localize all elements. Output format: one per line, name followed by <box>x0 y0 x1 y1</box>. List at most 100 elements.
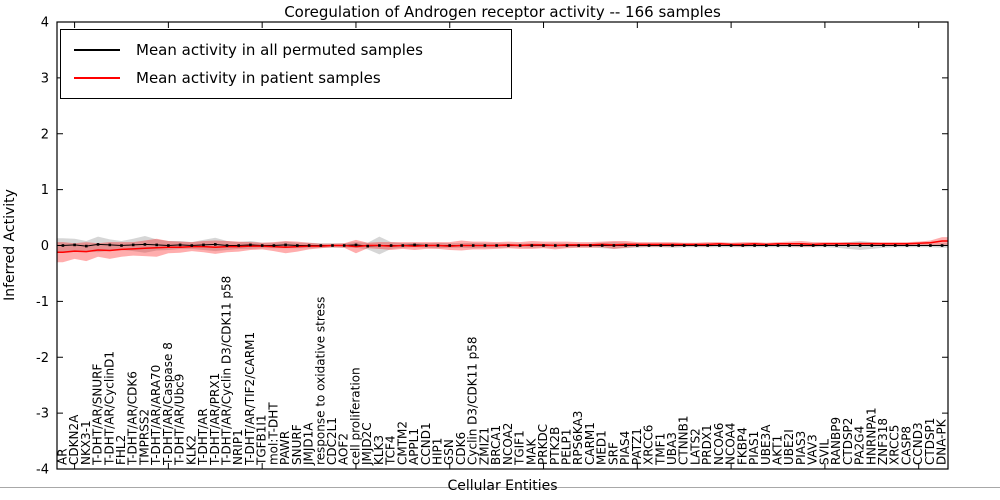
permuted-marker <box>624 244 627 247</box>
x-tick-label: NCOA4 <box>724 423 738 465</box>
x-tick-label: AR <box>55 448 69 465</box>
x-tick-label: PIAS1 <box>747 431 761 465</box>
permuted-marker <box>214 243 217 246</box>
x-tick-label: UBE2I <box>782 429 796 465</box>
permuted-marker <box>120 244 123 247</box>
x-tick-label: PIAS3 <box>794 431 808 465</box>
permuted-marker <box>319 244 323 247</box>
permuted-line-swatch <box>74 48 120 51</box>
x-tick-label: PELP1 <box>559 429 573 465</box>
permuted-marker <box>530 244 534 247</box>
x-tick-label: PATZ1 <box>630 428 644 465</box>
permuted-marker <box>659 244 663 247</box>
x-tick-label: CARM1 <box>583 422 597 465</box>
permuted-marker <box>190 244 194 247</box>
x-tick-label: ZMIZ1 <box>477 427 491 465</box>
x-tick-label: cell proliferation <box>348 367 362 465</box>
x-tick-label: T-DHT/AR/TIF2/CARM1 <box>243 332 257 466</box>
x-tick-label: FHL2 <box>114 435 128 465</box>
permuted-marker <box>741 244 745 247</box>
y-tick-label: -2 <box>36 351 49 366</box>
figure-bottom-rule <box>0 487 1000 488</box>
x-tick-label: JMJD2C <box>360 422 374 466</box>
legend-box: Mean activity in all permuted samples Me… <box>60 29 512 99</box>
permuted-marker <box>260 244 264 247</box>
permuted-marker <box>272 244 276 247</box>
patient-line-swatch <box>74 77 120 80</box>
x-tick-label: GSN <box>442 439 456 465</box>
x-tick-label: AOF2 <box>337 433 351 465</box>
permuted-marker <box>331 244 334 247</box>
permuted-marker <box>413 243 416 247</box>
permuted-marker <box>96 243 100 246</box>
permuted-marker <box>167 244 170 247</box>
x-tick-label: Cyclin D3/CDK11 p58 <box>466 336 480 465</box>
x-tick-label: NRIP1 <box>231 429 245 465</box>
x-tick-label: FKBP4 <box>735 427 749 465</box>
x-tick-label: CCND3 <box>911 422 925 465</box>
x-tick-label: XRCC5 <box>888 425 902 465</box>
permuted-marker <box>178 243 182 247</box>
legend-label-permuted: Mean activity in all permuted samples <box>136 40 423 59</box>
permuted-marker <box>765 244 768 247</box>
permuted-marker <box>342 244 346 247</box>
permuted-marker <box>612 244 616 247</box>
x-tick-label: SNURF <box>290 424 304 465</box>
permuted-marker <box>729 244 733 247</box>
x-tick-label: T-DHT/AR/Cyclin D3/CDK11 p58 <box>219 276 233 466</box>
x-tick-label: JMJD1A <box>302 422 316 466</box>
permuted-marker <box>366 244 369 248</box>
legend-label-patient: Mean activity in patient samples <box>136 69 381 88</box>
x-tick-label: TGFB1I1 <box>255 414 269 466</box>
y-tick-label: -3 <box>36 407 49 422</box>
x-axis-label: Cellular Entities <box>447 478 558 494</box>
x-tick-label: SRF <box>606 442 620 465</box>
x-tick-label: HIP1 <box>431 438 445 465</box>
x-tick-label: ZNF318 <box>876 418 890 465</box>
x-tick-label: CTDSP2 <box>841 418 855 465</box>
patient-band <box>57 237 948 263</box>
permuted-marker <box>436 244 440 247</box>
permuted-marker <box>893 244 897 247</box>
x-tick-label: UBA3 <box>665 432 679 465</box>
legend-entry-permuted: Mean activity in all permuted samples <box>74 41 511 59</box>
permuted-marker <box>636 244 639 247</box>
permuted-marker <box>143 243 147 246</box>
permuted-marker <box>917 244 920 247</box>
x-tick-label: CDKN2A <box>67 414 81 465</box>
permuted-marker <box>589 244 592 247</box>
y-tick-label: -4 <box>36 463 49 478</box>
y-tick-label: 3 <box>41 71 49 86</box>
x-tick-label: PTK2B <box>548 427 562 465</box>
x-tick-label: CTDSP1 <box>923 418 937 465</box>
permuted-marker <box>460 244 463 247</box>
x-tick-label: MED1 <box>595 430 609 465</box>
permuted-marker <box>225 244 229 247</box>
x-tick-label: KLK2 <box>184 435 198 465</box>
permuted-marker <box>73 243 76 247</box>
permuted-marker <box>694 244 698 247</box>
y-axis-label: Inferred Activity <box>2 189 18 301</box>
x-tick-label: HNRNPA1 <box>864 407 878 465</box>
y-tick-label: 2 <box>41 127 49 142</box>
permuted-marker <box>155 243 158 247</box>
x-tick-label: PIAS4 <box>618 431 632 465</box>
permuted-marker <box>483 244 487 247</box>
x-tick-label: PRDX1 <box>700 424 714 465</box>
x-tick-label: DNA-PK <box>935 418 949 465</box>
permuted-marker <box>870 244 874 247</box>
x-tick-label: TGIF1 <box>513 430 527 466</box>
permuted-marker <box>307 244 311 247</box>
x-tick-label: response to oxidative stress <box>313 297 327 465</box>
y-tick-label: 1 <box>41 183 49 198</box>
permuted-marker <box>718 244 721 247</box>
x-tick-label: T-DHT/AR/PRX1 <box>208 373 222 466</box>
permuted-marker <box>753 244 756 247</box>
x-tick-label: NCOA6 <box>712 423 726 465</box>
permuted-marker <box>577 244 580 247</box>
x-tick-label: CCND1 <box>419 422 433 465</box>
x-tick-label: KLK3 <box>372 435 386 465</box>
permuted-marker <box>85 244 88 248</box>
permuted-marker <box>800 244 803 247</box>
